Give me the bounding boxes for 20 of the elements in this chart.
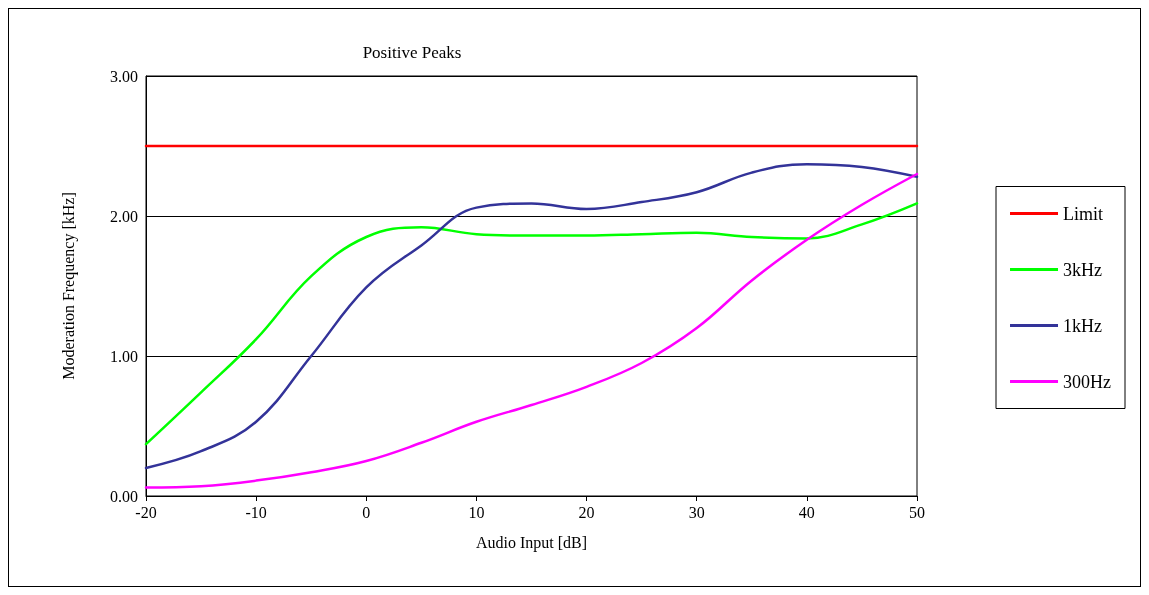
y-axis-title: Moderation Frequency [kHz] [59, 192, 78, 380]
y-tick-label: 1.00 [110, 347, 138, 365]
legend-label: 300Hz [1063, 371, 1112, 392]
x-tick-label: 20 [578, 503, 595, 521]
x-tick-label: 30 [688, 503, 705, 521]
legend-label: 3kHz [1063, 259, 1103, 280]
x-tick-label: 40 [798, 503, 815, 521]
y-tick-label: 0.00 [110, 487, 138, 505]
x-tick-label: -20 [135, 503, 157, 521]
legend-label: 1kHz [1063, 315, 1103, 336]
legend-label: Limit [1063, 203, 1104, 224]
x-tick-label: 0 [362, 503, 371, 521]
x-tick-label: -10 [245, 503, 267, 521]
line-series [144, 202, 919, 446]
x-tick-label: 50 [909, 503, 925, 521]
x-tick-label: 10 [468, 503, 485, 521]
y-tick-label: 2.00 [110, 207, 138, 225]
x-axis-title: Audio Input [dB] [475, 533, 588, 552]
chart-title: Positive Peaks [362, 43, 462, 62]
y-tick-label: 3.00 [110, 67, 138, 85]
